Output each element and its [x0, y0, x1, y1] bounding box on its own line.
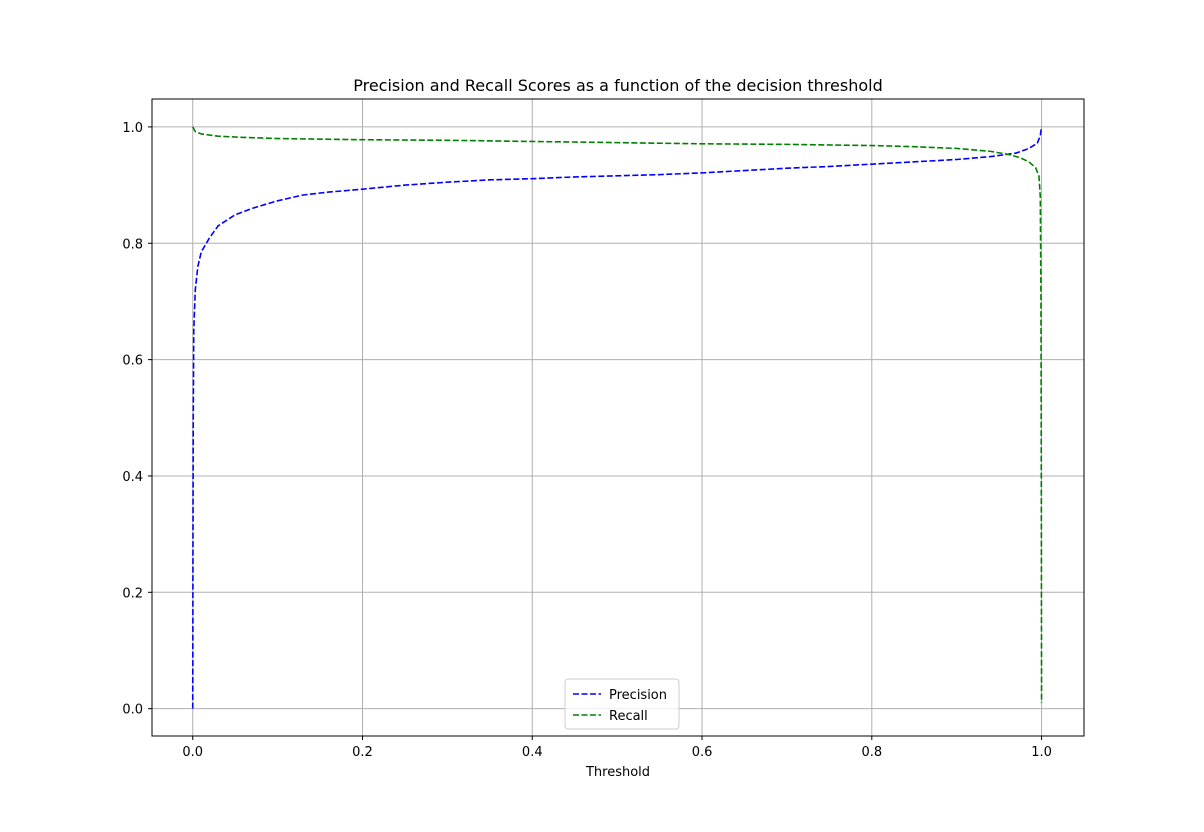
y-tick-label: 0.8 [122, 237, 143, 252]
legend-label-precision: Precision [609, 688, 667, 703]
y-tick-label: 0.4 [122, 470, 143, 485]
y-tick-label: 0.0 [122, 703, 143, 718]
axis-ticks: 0.0 0.2 0.4 0.6 0.8 1.0 0.0 0.2 0.4 0.6 0.8 1.0 [122, 121, 1052, 760]
series-line-precision [191, 126, 1043, 709]
y-tick-label: 0.6 [122, 354, 143, 369]
chart-title: Precision and Recall Scores as a functio… [353, 76, 883, 95]
y-tick-label: 0.2 [122, 586, 143, 601]
x-tick-label: 1.0 [1031, 745, 1052, 760]
legend: Precision Recall [564, 678, 680, 730]
x-tick-label: 0.6 [692, 745, 713, 760]
plot-frame [151, 98, 1085, 737]
y-tick-label: 1.0 [122, 121, 143, 136]
x-axis-label: Threshold [585, 765, 650, 780]
x-tick-label: 0.2 [352, 745, 373, 760]
series-lines [191, 126, 1043, 709]
x-tick-label: 0.4 [522, 745, 543, 760]
legend-box [564, 678, 680, 730]
legend-label-recall: Recall [609, 709, 648, 724]
x-tick-label: 0.0 [182, 745, 203, 760]
series-line-recall [192, 126, 1043, 703]
x-tick-label: 0.8 [861, 745, 882, 760]
grid-lines [152, 99, 1084, 736]
legend-items: Precision Recall [573, 688, 667, 724]
